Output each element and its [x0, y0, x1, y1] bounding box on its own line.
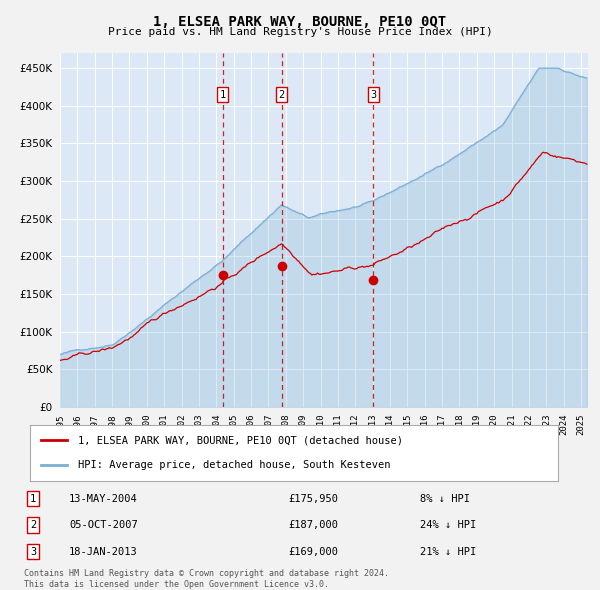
Text: £169,000: £169,000	[288, 547, 338, 556]
Text: 2: 2	[278, 90, 285, 100]
Text: 24% ↓ HPI: 24% ↓ HPI	[420, 520, 476, 530]
Text: Price paid vs. HM Land Registry's House Price Index (HPI): Price paid vs. HM Land Registry's House …	[107, 27, 493, 37]
Text: £175,950: £175,950	[288, 494, 338, 503]
Text: 3: 3	[370, 90, 377, 100]
Text: 3: 3	[30, 547, 36, 556]
Text: 1, ELSEA PARK WAY, BOURNE, PE10 0QT (detached house): 1, ELSEA PARK WAY, BOURNE, PE10 0QT (det…	[77, 435, 403, 445]
Text: 18-JAN-2013: 18-JAN-2013	[69, 547, 138, 556]
Text: 13-MAY-2004: 13-MAY-2004	[69, 494, 138, 503]
Text: 2: 2	[30, 520, 36, 530]
Text: HPI: Average price, detached house, South Kesteven: HPI: Average price, detached house, Sout…	[77, 460, 390, 470]
Text: 1, ELSEA PARK WAY, BOURNE, PE10 0QT: 1, ELSEA PARK WAY, BOURNE, PE10 0QT	[154, 15, 446, 29]
Text: Contains HM Land Registry data © Crown copyright and database right 2024.: Contains HM Land Registry data © Crown c…	[24, 569, 389, 578]
Text: 1: 1	[220, 90, 226, 100]
Text: £187,000: £187,000	[288, 520, 338, 530]
Text: 05-OCT-2007: 05-OCT-2007	[69, 520, 138, 530]
Text: 21% ↓ HPI: 21% ↓ HPI	[420, 547, 476, 556]
Text: This data is licensed under the Open Government Licence v3.0.: This data is licensed under the Open Gov…	[24, 579, 329, 589]
Text: 8% ↓ HPI: 8% ↓ HPI	[420, 494, 470, 503]
Text: 1: 1	[30, 494, 36, 503]
